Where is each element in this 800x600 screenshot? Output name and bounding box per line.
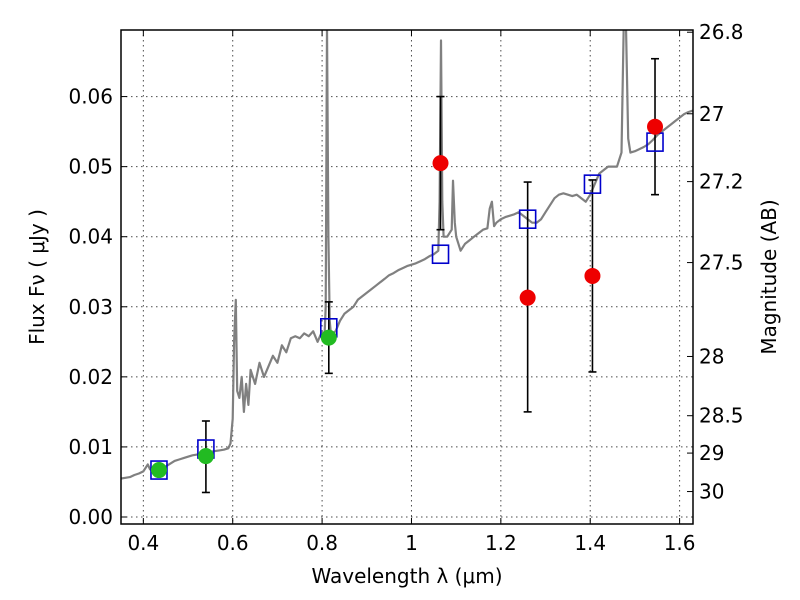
nir-detection-point (647, 118, 664, 135)
optical-detection-point (320, 329, 337, 346)
y2-tick-label: 28.5 (699, 404, 744, 428)
model-box-point (518, 209, 537, 229)
optical-detection-point (197, 448, 214, 465)
y-tick-label: 0.04 (68, 225, 113, 249)
x-tick-label: 0.6 (217, 531, 249, 555)
optical-detection-point (150, 462, 167, 479)
y2-tick-label: 26.8 (699, 20, 744, 44)
x-tick-label: 1.4 (574, 531, 606, 555)
y2-tick-label: 27.2 (699, 170, 744, 194)
y-tick-label: 0.00 (68, 505, 113, 529)
y2-tick-label: 27 (699, 102, 724, 126)
x-tick-label: 0.4 (127, 531, 159, 555)
y2-tick-label: 27.5 (699, 251, 744, 275)
model-box-point (431, 244, 450, 265)
spectrum-series (121, 30, 693, 480)
y-tick-label: 0.06 (68, 85, 113, 109)
y-tick-label: 0.05 (68, 155, 113, 179)
y-tick-label: 0.03 (68, 295, 113, 319)
axis-ticks: 0.4 0.6 0.8 1 1.2 1.4 1.6 0.00 0.01 0.02 0.03 0.04 0… (68, 20, 743, 555)
nir-detection-point (432, 155, 449, 172)
y-tick-label: 0.01 (68, 435, 113, 459)
nir-detection-point (519, 289, 536, 306)
x-axis-label: Wavelength λ (μm) (311, 564, 502, 588)
plot-frame (120, 29, 694, 525)
x-tick-label: 1.2 (485, 531, 517, 555)
model-boxes-series (150, 132, 664, 480)
grid (121, 30, 693, 524)
x-tick-label: 1.6 (664, 531, 696, 555)
y2-tick-label: 28 (699, 344, 724, 368)
spectrum-line (121, 30, 693, 480)
nir-detection-point (584, 267, 601, 284)
y2-axis-label: Magnitude (AB) (757, 199, 781, 354)
y-axis-label: Flux Fν ( μJy ) (25, 209, 49, 345)
detections-series (150, 118, 664, 479)
x-tick-label: 1 (405, 531, 418, 555)
y-tick-label: 0.02 (68, 365, 113, 389)
x-tick-label: 0.8 (306, 531, 338, 555)
y2-tick-label: 29 (699, 441, 724, 465)
model-box-point (583, 174, 602, 194)
y2-tick-label: 30 (699, 480, 724, 504)
